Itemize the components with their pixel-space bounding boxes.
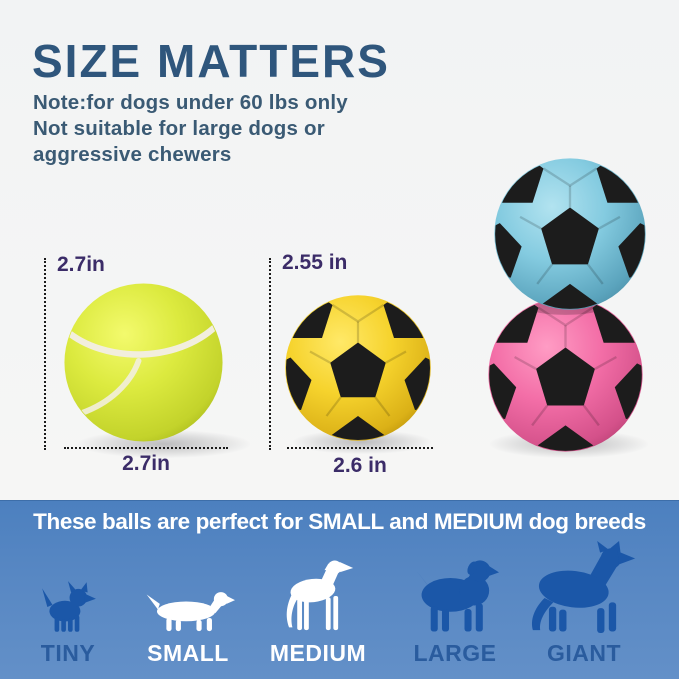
tennis-height-label: 2.7in [57, 253, 105, 276]
tennis-width-dotted-line [64, 447, 228, 449]
note-line-2: Not suitable for large dogs or [33, 117, 325, 140]
breed-size-medium: MEDIUM [270, 559, 366, 666]
breed-size-large: LARGE [411, 554, 499, 666]
yellow-soccer-ball-image [285, 295, 431, 441]
medium-dog-icon [286, 560, 353, 631]
yellow-ball-width-label: 2.6 in [333, 454, 387, 477]
breed-size-giant: GIANT [526, 541, 643, 666]
pink-soccer-ball-image [488, 297, 643, 452]
giant-dog-icon [532, 541, 636, 633]
note-line-1: Note:for dogs under 60 lbs only [33, 91, 348, 114]
yellow-ball-width-dotted-line [287, 447, 433, 449]
breed-label-tiny: TINY [40, 640, 96, 666]
yellow-ball-height-label: 2.55 in [282, 251, 348, 274]
breed-label-medium: MEDIUM [269, 640, 367, 666]
large-dog-icon [416, 560, 499, 632]
product-info-section: SIZE MATTERS Note:for dogs under 60 lbs … [0, 0, 679, 500]
breed-size-small: SMALL [141, 586, 235, 666]
tennis-width-label: 2.7in [122, 452, 170, 475]
breed-label-small: SMALL [147, 640, 229, 666]
yellow-ball-height-dotted-line [269, 258, 271, 450]
note-text: Note:for dogs under 60 lbs only Not suit… [33, 90, 348, 168]
blue-soccer-ball-image [494, 158, 646, 310]
page-title: SIZE MATTERS [32, 35, 390, 87]
small-dog-icon [146, 592, 235, 632]
tiny-dog-icon [42, 581, 96, 632]
note-line-3: aggressive chewers [33, 143, 232, 166]
breed-label-large: LARGE [413, 640, 497, 666]
tennis-height-dotted-line [44, 258, 46, 450]
tennis-ball-image [64, 283, 223, 442]
banner-heading: These balls are perfect for SMALL and ME… [33, 509, 646, 534]
breed-size-banner: These balls are perfect for SMALL and ME… [0, 500, 679, 679]
breed-label-giant: GIANT [546, 640, 622, 666]
breed-size-tiny: TINY [37, 581, 99, 666]
